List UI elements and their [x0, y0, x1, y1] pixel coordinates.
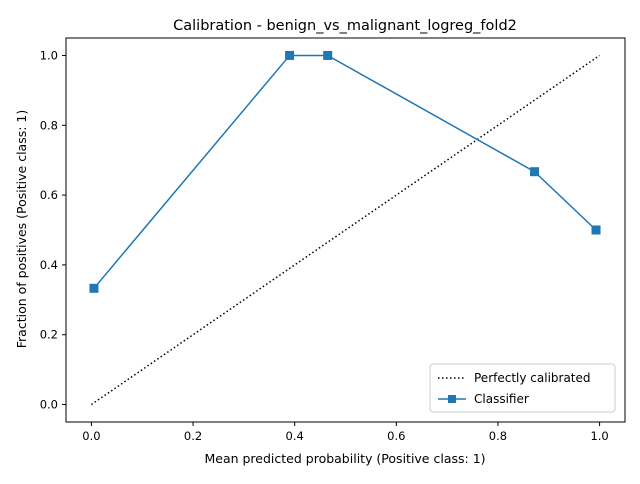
series-line-1	[93, 54, 597, 289]
x-tick-label: 0.6	[387, 429, 405, 443]
y-tick-label: 0.4	[40, 258, 58, 272]
legend-box	[429, 363, 616, 413]
chart-title: Calibration - benign_vs_malignant_logreg…	[173, 18, 517, 34]
data-point	[591, 225, 601, 235]
x-tick-label: 1.0	[590, 429, 608, 443]
y-tick-label: 0.0	[40, 398, 58, 412]
data-point	[323, 50, 333, 60]
plot-area: 0.0 0.2 0.4 0.6 0.8 1.0 0.0 0.2 0.4 0.6 0.8 1.0	[40, 37, 626, 443]
data-point	[89, 283, 99, 293]
legend-marker	[448, 395, 456, 403]
data-point	[530, 167, 540, 177]
legend: Perfectly calibrated Classifier	[429, 363, 616, 413]
data-point	[285, 50, 295, 60]
axes-frame	[65, 37, 626, 423]
x-tick-label: 0.0	[82, 429, 100, 443]
x-axis-label: Mean predicted probability (Positive cla…	[204, 451, 485, 466]
y-tick-label: 0.6	[40, 188, 58, 202]
legend-label: Classifier	[474, 392, 529, 406]
x-tick-label: 0.4	[286, 429, 304, 443]
legend-label: Perfectly calibrated	[474, 371, 591, 385]
y-tick-label: 0.2	[40, 328, 58, 342]
x-tick-label: 0.2	[184, 429, 202, 443]
series-line-0	[90, 54, 601, 406]
y-tick-label: 1.0	[40, 48, 58, 62]
x-tick-label: 0.8	[489, 429, 507, 443]
y-axis-label: Fraction of positives (Positive class: 1…	[14, 110, 29, 349]
y-tick-label: 0.8	[40, 118, 58, 132]
